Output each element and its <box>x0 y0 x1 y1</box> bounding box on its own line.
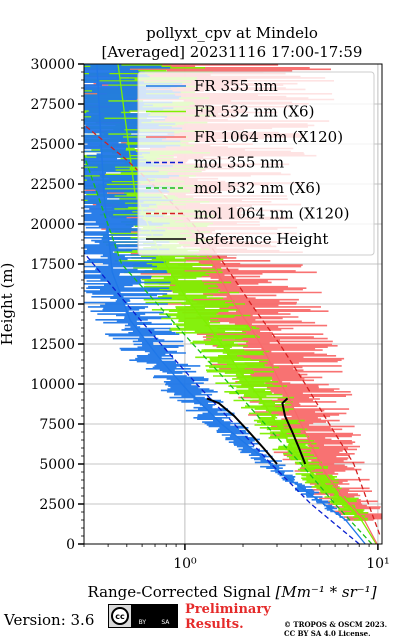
series-line <box>281 397 307 465</box>
x-axis: 10⁰ 10¹ <box>83 544 390 572</box>
series-line <box>96 64 366 544</box>
y-tick-label: 12500 <box>30 337 75 353</box>
legend-label: FR 532 nm (X6) <box>194 103 314 121</box>
copyright-notice: © TROPOS & OSCM 2023. CC BY SA 4.0 Licen… <box>284 620 387 638</box>
x-axis-label: Range-Corrected Signal [Mm⁻¹ * sr⁻¹] <box>87 583 376 601</box>
legend-label: FR 355 nm <box>194 77 278 95</box>
cc-by-text: BY <box>138 619 147 626</box>
y-axis-label: Height (m) <box>0 263 16 346</box>
y-tick-label: 22500 <box>30 177 75 193</box>
y-tick-label: 7500 <box>39 417 75 433</box>
y-tick-label: 20000 <box>30 217 75 233</box>
preliminary-line1: Preliminary <box>185 602 271 617</box>
legend: FR 355 nm FR 532 nm (X6) FR 1064 nm (X120)… <box>137 71 375 256</box>
y-tick-label: 25000 <box>30 137 75 153</box>
y-tick-label: 27500 <box>30 97 75 113</box>
y-tick-label: 17500 <box>30 257 75 273</box>
y-tick-label: 2500 <box>39 497 75 513</box>
preliminary-notice: Preliminary Results. <box>185 602 271 632</box>
legend-label: FR 1064 nm (X120) <box>194 128 343 146</box>
series-line <box>206 397 278 465</box>
y-tick-label: 30000 <box>30 57 75 73</box>
cc-license-badge[interactable]: cc BY SA <box>108 604 178 628</box>
y-axis: 0 2500 5000 7500 10000 12500 15000 17500 20000 22… <box>30 57 84 553</box>
chart-title-line1: pollyxt_cpv at Mindelo <box>146 24 318 42</box>
y-tick-label: 5000 <box>39 457 75 473</box>
series-line <box>84 252 360 544</box>
series-line <box>117 64 377 544</box>
legend-label: mol 355 nm <box>194 154 284 172</box>
y-tick-label: 15000 <box>30 297 75 313</box>
y-tick-label: 0 <box>66 537 75 553</box>
copyright-line2: CC BY SA 4.0 License. <box>284 629 371 638</box>
legend-label: Reference Height <box>194 230 328 248</box>
cc-sa-text: SA <box>161 619 170 626</box>
series-line <box>184 223 378 544</box>
y-tick-label: 10000 <box>30 377 75 393</box>
x-tick-label: 10¹ <box>366 556 389 572</box>
copyright-line1: © TROPOS & OSCM 2023. <box>284 620 388 629</box>
legend-label: mol 532 nm (X6) <box>194 179 321 197</box>
cc-by-sa-bar: BY SA <box>131 605 177 627</box>
legend-label: mol 1064 nm (X120) <box>194 205 349 223</box>
chart-title-line2: [Averaged] 20231116 17:00-17:59 <box>102 43 363 61</box>
cc-icon: cc <box>111 607 129 625</box>
series-lines <box>84 64 381 544</box>
legend-box <box>137 71 375 256</box>
x-tick-label: 10⁰ <box>173 556 197 572</box>
version-text: Version: 3.6 <box>4 611 95 629</box>
preliminary-line2: Results. <box>185 617 244 632</box>
